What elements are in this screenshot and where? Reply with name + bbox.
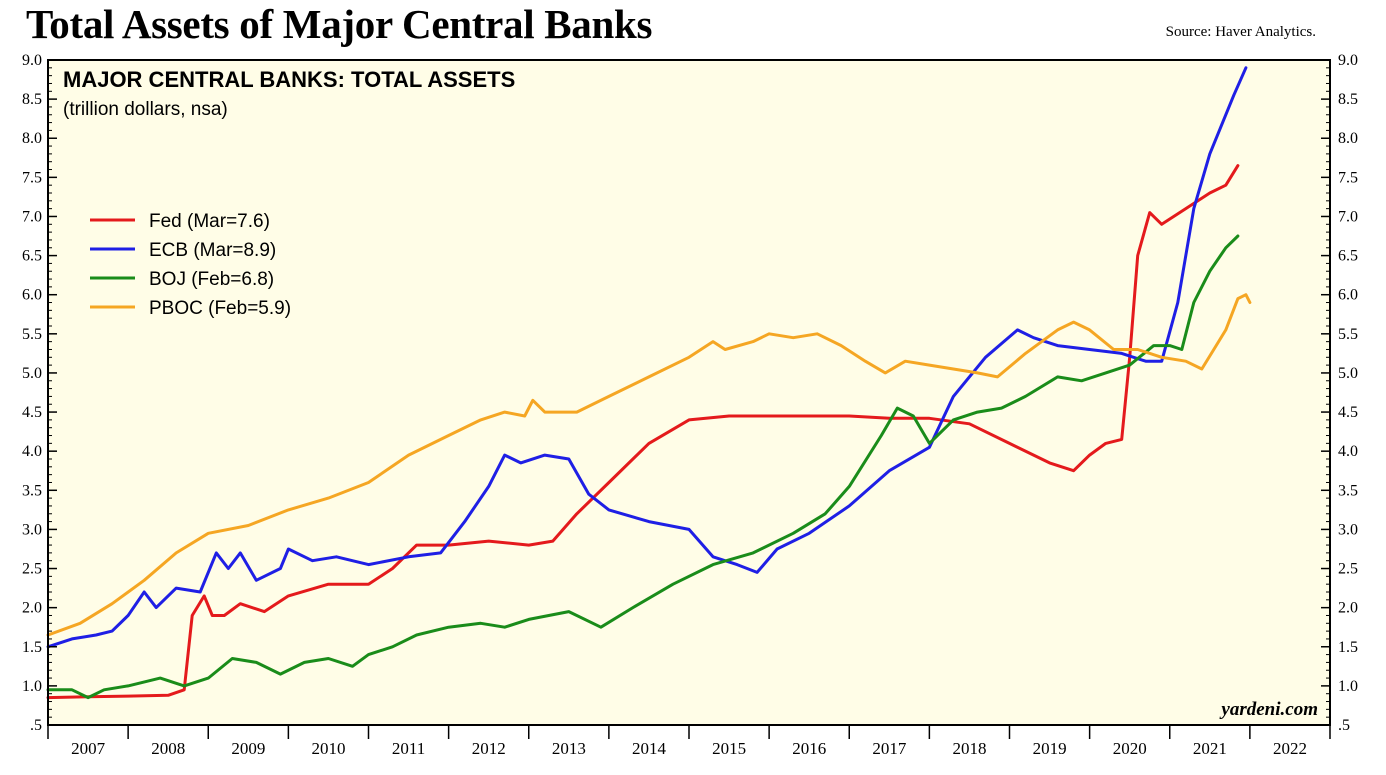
y-tick-label-left: 1.0 [22,678,42,695]
y-tick-label-right: 3.0 [1338,521,1358,538]
y-tick-label-left: 5.5 [22,326,42,343]
y-tick-label-right: 5.5 [1338,326,1358,343]
y-tick-label-left: 8.0 [22,130,42,147]
y-tick-label-right: 1.0 [1338,678,1358,695]
y-tick-label-left: 7.5 [22,169,42,186]
y-tick-label-left: .5 [30,717,42,734]
y-tick-label-right: 5.0 [1338,365,1358,382]
y-tick-label-right: 4.0 [1338,443,1358,460]
x-tick-label: 2022 [1273,739,1307,758]
x-tick-label: 2016 [792,739,826,758]
source-note: Source: Haver Analytics. [1165,24,1316,40]
x-tick-label: 2007 [71,739,106,758]
x-tick-label: 2010 [311,739,345,758]
y-tick-label-right: 4.5 [1338,404,1358,421]
y-tick-label-right: 3.5 [1338,482,1358,499]
x-tick-label: 2017 [872,739,907,758]
y-tick-label-left: 6.0 [22,287,42,304]
legend-label: ECB (Mar=8.9) [149,240,276,261]
x-axis: 2007 2008 2009 2010 2011 2012 2013 2014 2015 2016… [47,725,1331,758]
y-tick-label-right: 6.0 [1338,287,1358,304]
x-tick-label: 2014 [632,739,667,758]
legend-label: BOJ (Feb=6.8) [149,269,274,290]
y-tick-label-right: 2.0 [1338,600,1358,617]
chart-title: MAJOR CENTRAL BANKS: TOTAL ASSETS [63,67,515,92]
x-tick-label: 2015 [712,739,746,758]
x-tick-label: 2021 [1193,739,1227,758]
series-layer [46,66,1252,700]
y-tick-label-left: 3.0 [22,521,42,538]
y-tick-label-left: 5.0 [22,365,42,382]
legend-label: Fed (Mar=7.6) [149,211,270,232]
plot-background [48,60,1330,725]
y-tick-label-right: 8.0 [1338,130,1358,147]
y-tick-label-left: 2.0 [22,600,42,617]
x-tick-label: 2012 [472,739,506,758]
y-tick-label-left: 3.5 [22,482,42,499]
chart-subtitle: (trillion dollars, nsa) [63,99,228,120]
series-line-1 [46,66,1248,649]
x-tick-label: 2009 [231,739,265,758]
y-tick-label-right: 2.5 [1338,561,1358,578]
y-tick-label-left: 9.0 [22,52,42,69]
series-line-0 [46,164,1240,700]
x-tick-label: 2020 [1113,739,1147,758]
y-tick-label-right: 8.5 [1338,91,1358,108]
x-tick-label: 2008 [151,739,185,758]
legend: Fed (Mar=7.6) ECB (Mar=8.9) BOJ (Feb=6.8) P… [90,211,291,319]
credit: yardeni.com [1219,699,1318,720]
x-tick-label: 2018 [952,739,986,758]
y-tick-label-left: 6.5 [22,248,42,265]
y-tick-label-left: 8.5 [22,91,42,108]
y-tick-label-right: 9.0 [1338,52,1358,69]
y-tick-label-left: 4.0 [22,443,42,460]
y-tick-label-right: 7.0 [1338,208,1358,225]
right-y-axis: .5 1.0 1.5 2.0 2.5 3.0 3.5 4.0 4.5 5.0 5.5 6.0 6.5 7.… [1321,52,1358,734]
x-tick-label: 2019 [1033,739,1067,758]
y-tick-label-right: 1.5 [1338,639,1358,656]
y-tick-label-left: 1.5 [22,639,42,656]
legend-label: PBOC (Feb=5.9) [149,298,291,319]
y-tick-label-right: 7.5 [1338,169,1358,186]
series-line-2 [46,234,1240,700]
y-tick-label-left: 7.0 [22,208,42,225]
x-tick-label: 2013 [552,739,586,758]
y-tick-label-right: 6.5 [1338,248,1358,265]
page-title: Total Assets of Major Central Banks [26,1,653,47]
series-line-3 [46,293,1252,637]
left-y-axis: .5 1.0 1.5 2.0 2.5 3.0 3.5 4.0 4.5 5.0 5.5 6.0 6.5 7.… [22,52,57,734]
x-tick-label: 2011 [392,739,425,758]
y-tick-label-right: .5 [1338,717,1350,734]
y-tick-label-left: 2.5 [22,561,42,578]
y-tick-label-left: 4.5 [22,404,42,421]
